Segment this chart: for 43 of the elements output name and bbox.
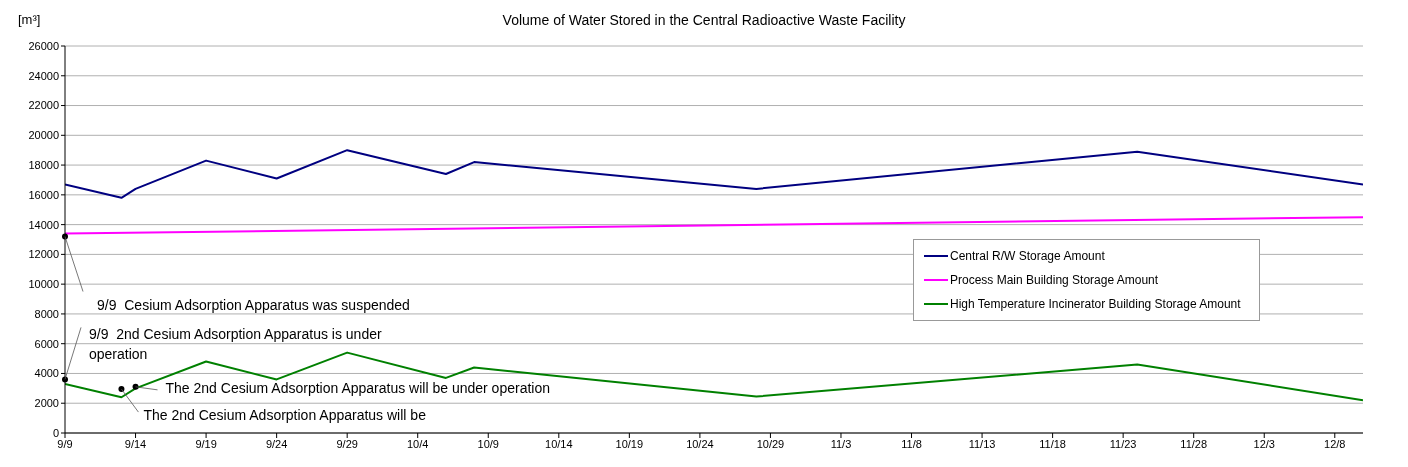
x-tick-label: 10/19: [615, 437, 644, 450]
x-tick-label: 9/14: [124, 437, 147, 450]
x-tick-label: 9/29: [336, 437, 358, 450]
x-tick-label: 10/4: [407, 437, 429, 450]
y-tick-label: 22000: [28, 99, 59, 112]
y-tick-label: 16000: [28, 188, 59, 201]
x-tick-label: 10/24: [686, 437, 714, 450]
y-tick-label: 26000: [28, 39, 59, 52]
y-tick-label: 10000: [28, 278, 59, 291]
x-tick-label: 9/24: [265, 437, 288, 450]
legend-label: High Temperature Incinerator Building Storage Amount: [950, 297, 1241, 311]
y-tick-label: 24000: [28, 69, 59, 82]
x-tick-label: 12/8: [1324, 437, 1346, 450]
y-tick-label: 18000: [28, 158, 59, 171]
x-tick-label: 11/13: [968, 437, 996, 450]
x-tick-label: 11/8: [901, 437, 922, 450]
y-tick-label: 2000: [34, 397, 59, 410]
x-tick-label: 11/18: [1039, 437, 1066, 450]
y-tick-label: 12000: [28, 248, 59, 261]
y-tick-label: 20000: [28, 129, 59, 142]
x-tick-label: 11/3: [830, 437, 852, 450]
y-tick-label: 6000: [34, 337, 59, 350]
x-tick-label: 9/19: [195, 437, 217, 450]
line-series: [65, 149, 1363, 199]
annotation: 9/9 2nd Cesium Adsorption Apparatus is under operation: [89, 325, 383, 365]
legend-label: Central R/W Storage Amount: [950, 249, 1105, 263]
x-tick-label: 9/9: [57, 437, 73, 450]
y-tick-label: 14000: [28, 218, 59, 231]
legend-label: Process Main Building Storage Amount: [950, 273, 1159, 287]
annotation: 9/9 Cesium Adsorption Apparatus was suspended: [97, 295, 410, 315]
x-tick-label: 12/3: [1253, 437, 1275, 450]
chart-title: Volume of Water Stored in the Central Radioactive Waste Facility: [502, 12, 906, 28]
annotation: The 2nd Cesium Adsorption Apparatus will be under operation: [165, 378, 550, 398]
annotation: The 2nd Cesium Adsorption Apparatus will be: [143, 406, 426, 426]
x-tick-label: 10/14: [545, 437, 573, 450]
y-tick-label: 4000: [34, 367, 59, 380]
x-tick-label: 11/23: [1109, 437, 1137, 450]
y-tick-label: 0: [52, 426, 59, 439]
x-tick-label: 11/28: [1180, 437, 1208, 450]
y-tick-label: 8000: [34, 307, 59, 320]
x-tick-label: 10/9: [477, 437, 499, 450]
y-axis-title: [m³]: [18, 12, 41, 27]
x-tick-label: 10/29: [756, 437, 785, 450]
